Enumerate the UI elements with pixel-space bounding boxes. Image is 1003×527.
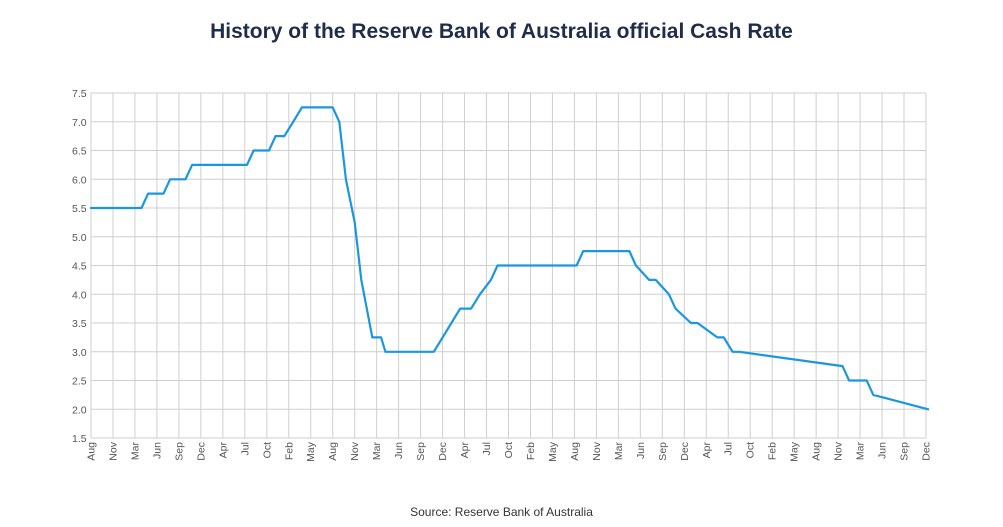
x-tick-label: Dec bbox=[679, 442, 691, 461]
x-tick-label: Apr bbox=[459, 442, 471, 459]
x-tick-label: Nov bbox=[591, 441, 603, 460]
x-tick-label: Jun bbox=[151, 442, 163, 459]
y-tick-label: 7.5 bbox=[72, 88, 87, 100]
y-axis: 7.5 7.0 6.5 6.0 5.5 5.0 4.5 4.0 3.5 3.0 2.5 2.0 1.5 bbox=[72, 88, 87, 445]
y-tick-label: 5.5 bbox=[72, 203, 87, 215]
y-tick-label: 6.0 bbox=[72, 174, 87, 186]
y-tick-label: 5.0 bbox=[72, 232, 87, 244]
y-tick-label: 3.5 bbox=[72, 318, 87, 330]
x-tick-label: May bbox=[305, 441, 317, 462]
x-tick-label: Jul bbox=[481, 442, 493, 455]
y-tick-label: 2.0 bbox=[72, 404, 87, 416]
x-tick-label: Oct bbox=[503, 442, 515, 458]
x-tick-label: Nov bbox=[349, 441, 361, 460]
x-tick-label: Jul bbox=[239, 442, 251, 455]
x-tick-label: Sep bbox=[657, 442, 669, 461]
x-tick-label: May bbox=[789, 441, 801, 462]
y-tick-label: 3.0 bbox=[72, 347, 87, 359]
x-tick-label: Aug bbox=[86, 442, 98, 461]
x-tick-label: Mar bbox=[129, 442, 141, 461]
x-tick-label: Feb bbox=[767, 442, 779, 460]
x-tick-label: Aug bbox=[569, 442, 581, 461]
y-tick-label: 4.0 bbox=[72, 289, 87, 301]
chart-title: History of the Reserve Bank of Australia… bbox=[210, 20, 793, 43]
x-tick-label: Sep bbox=[173, 442, 185, 461]
y-tick-label: 4.5 bbox=[72, 261, 87, 273]
x-tick-label: Apr bbox=[701, 442, 713, 459]
x-tick-label: Mar bbox=[371, 442, 383, 461]
x-tick-label: Feb bbox=[525, 442, 537, 460]
y-tick-label: 1.5 bbox=[72, 433, 87, 445]
x-tick-label: Dec bbox=[437, 442, 449, 461]
x-tick-label: May bbox=[547, 441, 559, 462]
x-tick-label: Mar bbox=[613, 442, 625, 461]
x-tick-label: Mar bbox=[855, 442, 867, 461]
y-tick-label: 7.0 bbox=[72, 117, 87, 129]
x-tick-label: Dec bbox=[195, 442, 207, 461]
x-tick-label: Jun bbox=[393, 442, 405, 459]
x-tick-label: Oct bbox=[745, 442, 757, 458]
x-tick-label: Aug bbox=[811, 442, 823, 461]
x-tick-label: Aug bbox=[327, 442, 339, 461]
y-tick-label: 6.5 bbox=[72, 146, 87, 158]
chart-source: Source: Reserve Bank of Australia bbox=[410, 505, 593, 519]
series-line bbox=[89, 106, 930, 411]
x-tick-label: Apr bbox=[217, 442, 229, 459]
x-tick-label: Jun bbox=[877, 442, 889, 459]
x-tick-label: Nov bbox=[107, 441, 119, 460]
y-tick-label: 2.5 bbox=[72, 376, 87, 388]
x-tick-label: Dec bbox=[921, 442, 933, 461]
x-tick-label: Jul bbox=[723, 442, 735, 455]
x-axis: Aug Nov Mar Jun Sep Dec Apr Jul Oct Feb May Aug Nov M… bbox=[86, 441, 933, 462]
series-layer bbox=[89, 106, 930, 411]
x-tick-label: Jun bbox=[635, 442, 647, 459]
x-tick-label: Sep bbox=[415, 442, 427, 461]
x-tick-label: Sep bbox=[899, 442, 911, 461]
x-tick-label: Oct bbox=[261, 442, 273, 458]
x-tick-label: Nov bbox=[833, 441, 845, 460]
x-tick-label: Feb bbox=[283, 442, 295, 460]
